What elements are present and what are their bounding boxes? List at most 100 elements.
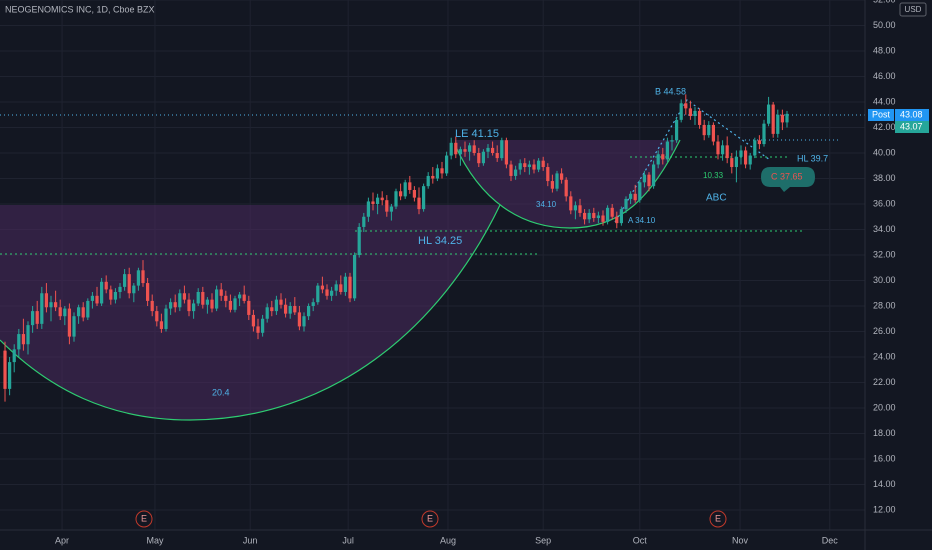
candle-body: [339, 284, 343, 292]
candle-body: [293, 306, 297, 313]
candle-body: [127, 274, 131, 294]
candle-body: [707, 124, 711, 136]
candle-body: [638, 182, 642, 201]
candle-body: [90, 295, 95, 301]
y-tick-label: 32.00: [873, 249, 896, 259]
candle-body: [297, 312, 302, 327]
axes: 12.00 14.00 16.00 18.00 20.00 22.00 24.00 26.00…: [55, 0, 895, 545]
candle-body: [191, 303, 196, 312]
candle-body: [481, 151, 486, 164]
candle-body: [647, 174, 651, 187]
candle-body: [628, 193, 633, 199]
candle-body: [371, 201, 375, 205]
candle-body: [260, 318, 265, 333]
earnings-marker[interactable]: E: [421, 510, 439, 528]
candle-body: [679, 103, 683, 120]
y-tick-label: 36.00: [873, 198, 896, 208]
candle-body: [306, 306, 311, 317]
candle-body: [559, 173, 564, 180]
candle-body: [155, 311, 159, 322]
candle-body: [702, 124, 706, 136]
candle-body: [757, 140, 761, 145]
candle-body: [472, 145, 476, 154]
candle-body: [435, 168, 440, 179]
candle-body: [86, 300, 90, 318]
candle-body: [233, 298, 237, 310]
candle-body: [380, 197, 384, 201]
x-tick-label: Jul: [342, 535, 354, 545]
post-label: Post: [872, 109, 891, 119]
y-tick-label: 30.00: [873, 275, 896, 285]
candle-body: [748, 155, 752, 165]
candle-body: [523, 163, 527, 168]
candle-body: [77, 307, 81, 317]
candle-body: [495, 153, 499, 159]
candle-body: [555, 173, 559, 189]
candle-body: [605, 207, 610, 222]
candle-body: [311, 302, 315, 307]
candle-body: [693, 110, 697, 117]
candle-body: [159, 321, 164, 329]
candle-body: [550, 181, 555, 189]
earnings-marker[interactable]: E: [135, 510, 153, 528]
candle-body: [670, 140, 674, 142]
candle-body: [329, 290, 334, 296]
candle-body: [573, 205, 578, 211]
candle-body: [242, 294, 246, 301]
candle-body: [270, 307, 274, 312]
y-tick-label: 44.00: [873, 96, 896, 106]
candle-body: [302, 316, 306, 327]
handle-curve: [454, 139, 681, 229]
candle-body: [109, 289, 113, 300]
candle-body: [615, 216, 619, 224]
y-tick-label: 46.00: [873, 71, 896, 81]
candle-body: [251, 314, 256, 327]
candle-body: [500, 140, 504, 159]
candle-body: [463, 149, 467, 152]
callout: [761, 167, 815, 192]
candle-body: [352, 255, 357, 299]
candle-body: [592, 212, 596, 219]
candle-body: [780, 114, 784, 123]
candle-body: [49, 302, 53, 308]
candle-body: [178, 293, 182, 308]
candle-body: [417, 197, 421, 210]
currency[interactable]: USD: [905, 5, 922, 14]
candle-body: [343, 276, 348, 292]
candle-body: [150, 300, 154, 312]
candle-body: [582, 212, 587, 220]
candle-body: [458, 149, 463, 155]
candle-body: [385, 200, 389, 212]
earnings-label[interactable]: E: [141, 513, 147, 523]
y-tick-label: 22.00: [873, 377, 896, 387]
annotation: HL 39.7: [797, 153, 828, 163]
y-tick-label: 14.00: [873, 479, 896, 489]
candle-body: [642, 174, 647, 183]
candle-body: [265, 307, 269, 319]
candle-body: [325, 289, 329, 296]
candle-body: [674, 119, 679, 141]
candle-body: [509, 164, 513, 176]
price-box: [895, 109, 929, 121]
candle-body: [320, 285, 325, 290]
earnings-label[interactable]: E: [427, 513, 433, 523]
candle-body: [237, 294, 242, 299]
candle-body: [357, 226, 361, 256]
candle-body: [95, 295, 99, 304]
currency-box[interactable]: [899, 2, 927, 17]
annotation: LE 41.15: [455, 128, 499, 140]
candle-body: [651, 164, 656, 187]
candle-body: [504, 140, 509, 165]
price-box: [895, 121, 929, 133]
candle-body: [228, 300, 233, 310]
candle-body: [164, 308, 168, 329]
x-tick-label: Sep: [535, 535, 551, 545]
earnings-marker[interactable]: E: [709, 510, 727, 528]
y-tick-label: 20.00: [873, 402, 896, 412]
post-box: [868, 109, 894, 121]
candle-body: [21, 334, 26, 345]
candle-body: [31, 311, 35, 326]
earnings-label[interactable]: E: [715, 513, 721, 523]
candle-body: [141, 270, 145, 284]
candle-body: [569, 196, 573, 211]
